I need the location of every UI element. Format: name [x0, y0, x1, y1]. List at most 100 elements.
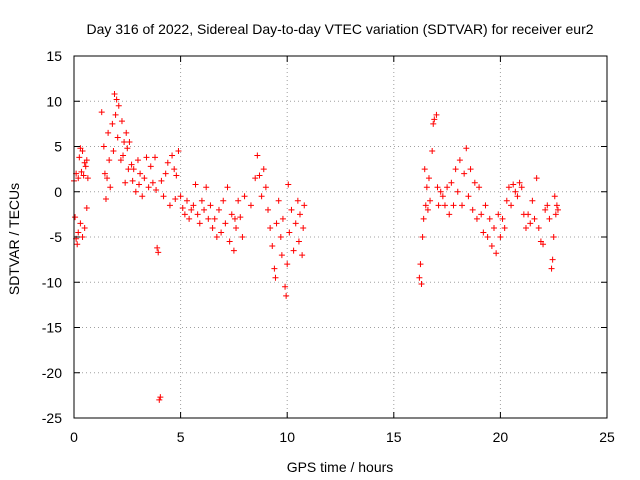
- data-point: [81, 224, 88, 231]
- data-point: [288, 206, 295, 213]
- data-point: [207, 202, 214, 209]
- data-point: [529, 197, 536, 204]
- data-point: [141, 175, 148, 182]
- data-point: [439, 193, 446, 200]
- data-point: [277, 234, 284, 240]
- data-point: [158, 177, 165, 184]
- data-point: [480, 229, 487, 236]
- x-axis-label: GPS time / hours: [287, 459, 394, 475]
- data-point: [128, 161, 135, 168]
- data-point: [74, 241, 81, 248]
- data-point: [499, 215, 506, 222]
- data-point: [533, 175, 540, 182]
- data-point: [456, 157, 463, 164]
- data-point: [203, 184, 210, 191]
- data-point: [272, 274, 279, 281]
- data-point: [72, 214, 79, 221]
- data-point: [300, 224, 307, 231]
- data-point: [173, 172, 180, 179]
- data-point: [269, 243, 276, 250]
- data-point: [510, 181, 517, 188]
- data-point: [143, 154, 150, 161]
- data-point: [416, 274, 423, 281]
- data-point: [153, 186, 160, 193]
- data-point: [75, 229, 82, 236]
- data-point: [503, 197, 510, 204]
- y-tick-label: -5: [50, 229, 63, 245]
- data-point: [285, 181, 292, 188]
- data-point: [166, 202, 173, 209]
- data-point: [162, 170, 169, 177]
- data-point: [106, 157, 113, 164]
- data-point: [118, 118, 125, 125]
- data-point: [427, 197, 434, 204]
- x-tick-label: 0: [70, 429, 78, 445]
- data-point: [482, 202, 489, 209]
- axis-ticks: 0 5 10 15 20 25 15 10 5 0 -5 -10 -15 -20 -25: [42, 48, 615, 445]
- y-tick-label: 15: [46, 48, 62, 64]
- data-point: [516, 179, 523, 186]
- data-point: [192, 181, 199, 188]
- data-point: [113, 96, 120, 103]
- data-point: [549, 256, 556, 263]
- data-point: [82, 163, 89, 170]
- data-point: [157, 394, 164, 401]
- data-point: [231, 215, 238, 222]
- data-point: [235, 197, 242, 204]
- data-point: [169, 152, 176, 159]
- data-point: [552, 211, 559, 218]
- data-point: [111, 91, 118, 98]
- data-point: [120, 152, 127, 159]
- data-point: [535, 224, 542, 231]
- data-point: [101, 170, 108, 177]
- data-point: [301, 202, 308, 209]
- x-tick-label: 15: [386, 429, 402, 445]
- data-point: [505, 184, 512, 191]
- y-tick-label: 10: [46, 93, 62, 109]
- data-point: [295, 238, 302, 245]
- data-point: [260, 166, 267, 173]
- data-point: [469, 206, 476, 213]
- data-point: [514, 193, 521, 200]
- data-point: [129, 177, 136, 184]
- data-point: [194, 211, 201, 218]
- data-point: [429, 148, 436, 155]
- data-point: [465, 193, 472, 200]
- grid-lines: [74, 56, 607, 418]
- data-point: [123, 129, 130, 136]
- data-point: [551, 193, 558, 200]
- data-point: [83, 205, 90, 212]
- data-point: [525, 211, 532, 218]
- x-tick-label: 10: [279, 429, 295, 445]
- data-point: [136, 181, 143, 188]
- y-tick-label: 0: [54, 184, 62, 200]
- y-tick-label: 5: [54, 139, 62, 155]
- data-point: [121, 138, 128, 145]
- data-point: [256, 172, 263, 179]
- data-series-eur2: [71, 91, 561, 403]
- data-point: [183, 197, 190, 204]
- data-point: [177, 193, 184, 200]
- data-point: [224, 184, 231, 191]
- data-point: [78, 168, 85, 175]
- data-point: [107, 184, 114, 191]
- data-point: [546, 215, 553, 222]
- data-point: [542, 206, 549, 213]
- data-point: [430, 120, 437, 127]
- data-point: [508, 202, 515, 209]
- data-point: [554, 206, 561, 213]
- data-point: [418, 281, 425, 288]
- data-point: [265, 206, 272, 213]
- data-point: [452, 166, 459, 173]
- data-point: [512, 188, 519, 195]
- data-point: [434, 184, 441, 191]
- data-point: [237, 214, 244, 221]
- data-point: [188, 206, 195, 213]
- data-point: [102, 195, 109, 202]
- x-tick-label: 20: [493, 429, 509, 445]
- data-point: [467, 166, 474, 173]
- data-point: [172, 195, 179, 202]
- data-point: [198, 197, 205, 204]
- data-point: [220, 197, 227, 204]
- data-point: [126, 138, 133, 145]
